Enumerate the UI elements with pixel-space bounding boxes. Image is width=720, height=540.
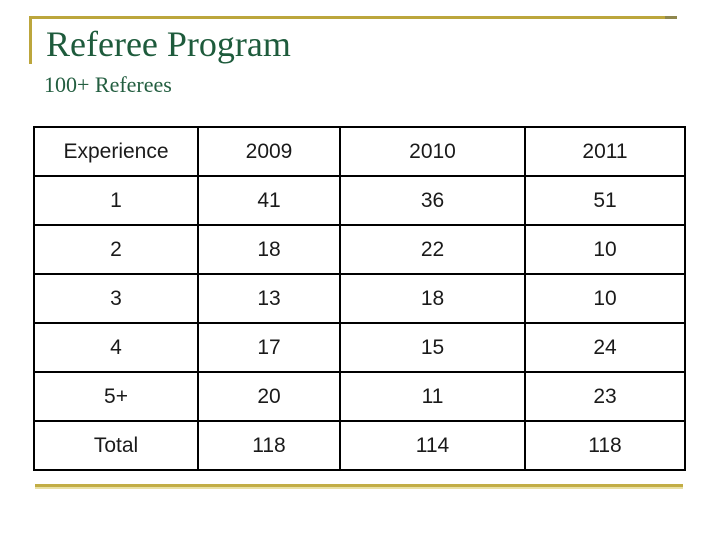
table-cell: 11 bbox=[339, 371, 526, 422]
table-cell: 13 bbox=[197, 273, 341, 324]
table-cell: 36 bbox=[339, 175, 526, 226]
table-cell: 17 bbox=[197, 322, 341, 373]
column-header-2010: 2010 bbox=[339, 126, 526, 177]
column-header-experience: Experience bbox=[33, 126, 199, 177]
table-cell-experience: Total bbox=[33, 420, 199, 471]
table-cell: 24 bbox=[524, 322, 686, 373]
table-cell: 18 bbox=[197, 224, 341, 275]
table-cell: 114 bbox=[339, 420, 526, 471]
table-row: 5+ 20 11 23 bbox=[33, 371, 686, 422]
table-cell: 20 bbox=[197, 371, 341, 422]
table-cell: 10 bbox=[524, 224, 686, 275]
table-cell: 51 bbox=[524, 175, 686, 226]
accent-line-top-tip bbox=[665, 16, 677, 19]
table-cell: 118 bbox=[524, 420, 686, 471]
table-row: 1 41 36 51 bbox=[33, 175, 686, 226]
slide-title: Referee Program bbox=[46, 24, 291, 64]
table-underline-accent-echo bbox=[35, 487, 683, 489]
table-cell: 23 bbox=[524, 371, 686, 422]
table-cell: 118 bbox=[197, 420, 341, 471]
accent-line-top bbox=[29, 16, 677, 19]
table-cell-experience: 2 bbox=[33, 224, 199, 275]
table-row: 4 17 15 24 bbox=[33, 322, 686, 373]
slide-subtitle: 100+ Referees bbox=[44, 72, 172, 97]
table-row-total: Total 118 114 118 bbox=[33, 420, 686, 471]
table-row: 3 13 18 10 bbox=[33, 273, 686, 324]
table-cell: 18 bbox=[339, 273, 526, 324]
referee-table: Experience 2009 2010 2011 1 41 36 51 2 1… bbox=[33, 126, 686, 471]
table-underline-accent bbox=[35, 484, 683, 489]
table-cell-experience: 5+ bbox=[33, 371, 199, 422]
table-cell: 15 bbox=[339, 322, 526, 373]
table-cell: 41 bbox=[197, 175, 341, 226]
column-header-2011: 2011 bbox=[524, 126, 686, 177]
table-cell-experience: 3 bbox=[33, 273, 199, 324]
table-header-row: Experience 2009 2010 2011 bbox=[33, 126, 686, 177]
accent-line-left bbox=[29, 16, 32, 64]
table-cell: 10 bbox=[524, 273, 686, 324]
table-cell: 22 bbox=[339, 224, 526, 275]
table-cell-experience: 1 bbox=[33, 175, 199, 226]
column-header-2009: 2009 bbox=[197, 126, 341, 177]
table-cell-experience: 4 bbox=[33, 322, 199, 373]
table-row: 2 18 22 10 bbox=[33, 224, 686, 275]
